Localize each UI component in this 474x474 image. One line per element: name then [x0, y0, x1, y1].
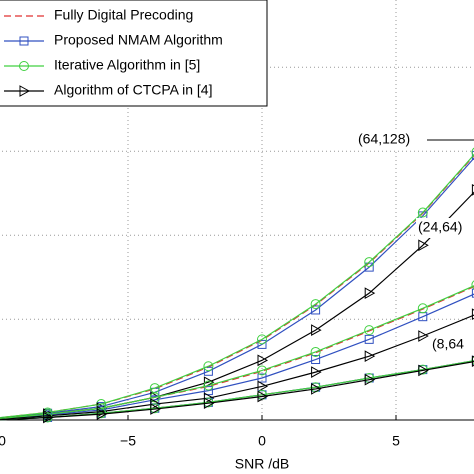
annotation-bg: [430, 335, 474, 355]
marker: [203, 397, 215, 410]
marker: [418, 239, 429, 252]
legend-marker: [19, 36, 29, 46]
line: [0, 285, 474, 420]
marker: [203, 361, 214, 372]
marker: [257, 334, 267, 345]
annotation-bg: [416, 218, 474, 238]
legend-label: Proposed NMAM Algorithm: [54, 32, 223, 48]
marker: [471, 355, 474, 368]
marker: [257, 354, 269, 367]
marker: [364, 262, 374, 272]
marker: [203, 386, 213, 396]
marker: [257, 339, 267, 349]
x-axis-label: SNR /dB: [235, 456, 289, 472]
marker: [311, 366, 322, 378]
legend-label: Algorithm of CTCPA in [4]: [54, 82, 212, 98]
line: [0, 157, 474, 419]
legend: Fully Digital Precoding Proposed NMAM Alg…: [0, 0, 268, 107]
marker: [471, 150, 474, 160]
marker: [203, 380, 214, 391]
line: [0, 361, 474, 421]
line: [0, 293, 474, 420]
marker: [364, 373, 376, 386]
marker: [471, 147, 474, 157]
marker: [257, 365, 267, 376]
annotation: (8,64: [432, 336, 464, 352]
marker: [471, 288, 474, 298]
marker: [418, 364, 429, 377]
x-tick-label: −10: [0, 433, 6, 449]
marker: [311, 355, 321, 365]
x-tick-label: −5: [120, 433, 136, 449]
line: [0, 191, 474, 420]
marker: [203, 376, 215, 389]
marker: [471, 183, 474, 196]
marker: [364, 334, 374, 344]
x-tick-label: 5: [392, 433, 400, 449]
marker: [96, 408, 108, 420]
marker: [150, 403, 161, 415]
marker: [417, 303, 428, 314]
marker: [364, 287, 376, 300]
legend-label: Iterative Algorithm in [5]: [54, 57, 200, 73]
legend-label: Fully Digital Precoding: [54, 7, 193, 23]
line: [0, 153, 474, 419]
annotation-bg: [356, 130, 436, 150]
legend-marker: [19, 61, 29, 71]
marker: [43, 411, 54, 424]
legend-marker: [19, 85, 31, 97]
line: [0, 314, 474, 421]
marker: [257, 373, 267, 383]
marker: [364, 257, 375, 268]
legend-box: [0, 0, 268, 107]
marker: [311, 383, 322, 395]
annotation: (24,64): [418, 219, 462, 235]
marker: [364, 325, 375, 336]
marker: [310, 346, 321, 357]
marker: [257, 380, 269, 393]
marker: [471, 280, 474, 290]
marker: [417, 207, 428, 218]
marker: [203, 366, 213, 376]
annotation: (64,128): [358, 131, 410, 147]
x-tick-label: 0: [258, 433, 266, 449]
marker: [471, 308, 474, 321]
marker: [418, 330, 429, 342]
marker: [310, 299, 321, 310]
marker: [257, 390, 269, 403]
marker: [364, 350, 376, 363]
marker: [311, 305, 321, 315]
marker: [311, 324, 322, 336]
